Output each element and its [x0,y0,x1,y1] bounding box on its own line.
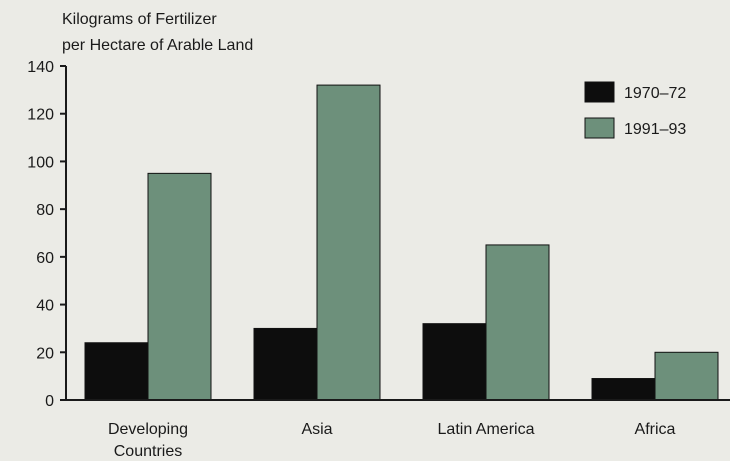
legend-swatch [584,117,615,139]
x-category-label: Asia [301,421,332,438]
legend: 1970–72 1991–93 [584,81,686,139]
y-tick-label: 0 [45,393,54,410]
bar-series2-0 [147,172,212,401]
bar-series1-3 [591,378,656,401]
bars [84,84,719,401]
y-tick-label: 120 [27,107,54,124]
y-tick-label: 40 [36,298,54,315]
x-category-label: Latin America [438,421,535,438]
bar-series2-3 [654,351,719,401]
y-tick-label: 20 [36,345,54,362]
bar-series2-2 [485,244,550,401]
legend-swatch [584,81,615,103]
y-tick-label: 80 [36,202,54,219]
y-axis-title-line-1: Kilograms of Fertilizer [62,11,217,28]
legend-label: 1991–93 [624,121,686,138]
bar-series1-2 [422,323,487,401]
y-axis-ticks: 0 20 40 60 80 100 120 140 [27,59,66,410]
x-category-label: Developing [108,421,188,438]
bar-series1-0 [84,342,149,401]
y-tick-label: 60 [36,250,54,267]
y-axis-title-line-2: per Hectare of Arable Land [62,37,253,54]
x-axis-category-labels: Developing Countries Asia Latin America Afri… [108,421,676,460]
bar-series2-1 [316,84,381,401]
x-category-label: Africa [635,421,676,438]
y-tick-label: 100 [27,154,54,171]
legend-label: 1970–72 [624,85,686,102]
bar-series1-1 [253,327,318,401]
y-tick-label: 140 [27,59,54,76]
x-category-label: Countries [114,443,182,460]
